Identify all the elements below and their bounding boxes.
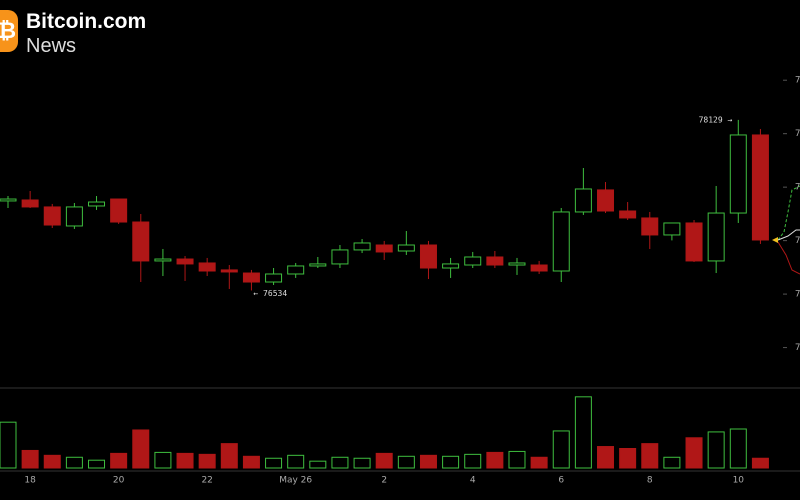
candle-body (597, 189, 615, 212)
x-tick-label: 10 (733, 476, 745, 486)
candle-body (331, 249, 349, 265)
candle-body (641, 217, 659, 236)
x-tick-label: 18 (24, 476, 36, 486)
candle-body (110, 198, 128, 223)
candle-body (508, 262, 526, 266)
x-tick-label: 8 (647, 476, 653, 486)
indicator-line (777, 241, 800, 275)
brand-name: Bitcoin.com (26, 10, 147, 33)
volume-bar (508, 450, 526, 469)
indicator-line (777, 185, 800, 241)
candle-body (309, 263, 327, 267)
volume-bar (619, 448, 637, 469)
y-tick-label: 76000 (795, 343, 800, 353)
candle-body (198, 262, 216, 272)
candle-body (132, 221, 150, 262)
candle-body (397, 244, 415, 252)
brand-icon: ₿ (0, 10, 18, 52)
candle-body (88, 201, 106, 207)
candle-body (552, 211, 570, 272)
x-tick-label: May 26 (279, 476, 312, 486)
candle-body (464, 256, 482, 266)
volume-bar (486, 451, 504, 469)
candle-body (43, 206, 61, 226)
candle-body (574, 188, 592, 213)
y-tick-label: 78000 (795, 129, 800, 139)
volume-bar (88, 459, 106, 469)
brand-logo: ₿ Bitcoin.com News (0, 10, 146, 58)
volume-bar (641, 443, 659, 469)
y-tick-label: 77000 (795, 236, 800, 246)
candle-body (154, 258, 172, 262)
volume-bar (198, 453, 216, 469)
volume-bar (707, 431, 725, 469)
candle-body (486, 256, 504, 266)
volume-bar (287, 454, 305, 469)
candle-body (375, 244, 393, 253)
candle-body (353, 242, 371, 251)
volume-bar (0, 421, 17, 469)
volume-bar (574, 396, 592, 469)
candle-body (751, 134, 769, 241)
x-tick-label: 6 (558, 476, 564, 486)
y-tick-label: 77500 (795, 183, 800, 193)
volume-bar (242, 455, 260, 469)
candle-body (442, 263, 460, 269)
candle-body (685, 222, 703, 262)
x-tick-label: 22 (201, 476, 212, 486)
candle-body (220, 269, 238, 273)
candle-body (265, 273, 283, 283)
volume-bar (21, 449, 39, 469)
volume-bar (176, 452, 194, 469)
candle-body (619, 210, 637, 219)
candle-body (530, 264, 548, 272)
candle-body (242, 272, 260, 283)
volume-bar (43, 454, 61, 469)
volume-bar (154, 451, 172, 469)
y-tick-label: 76500 (795, 290, 800, 300)
brand-sub: News (26, 35, 77, 57)
volume-bar (530, 456, 548, 469)
volume-bar (597, 446, 615, 469)
candle-body (663, 222, 681, 236)
volume-bar (375, 452, 393, 469)
annotation: 78129 → (699, 115, 733, 124)
volume-bar (685, 437, 703, 469)
volume-bar (309, 460, 327, 469)
indicator-line (777, 229, 800, 241)
candle-body (176, 258, 194, 265)
volume-bar (419, 454, 437, 469)
annotation: ← 76534 (253, 289, 287, 298)
volume-bar (265, 457, 283, 469)
candle-body (287, 265, 305, 275)
volume-bar (442, 455, 460, 469)
volume-bar (110, 452, 128, 469)
candle-body (729, 134, 747, 214)
y-tick-label: 78500 (795, 76, 800, 86)
price-marker (772, 237, 778, 243)
candle-body (707, 212, 725, 262)
volume-bar (663, 456, 681, 469)
volume-bar (353, 457, 371, 469)
volume-bar (331, 456, 349, 469)
volume-bar (464, 453, 482, 469)
volume-bar (220, 443, 238, 469)
x-tick-label: 2 (381, 476, 387, 486)
volume-bar (65, 456, 83, 469)
x-tick-label: 4 (470, 476, 476, 486)
candle-body (0, 198, 17, 202)
volume-bar (132, 429, 150, 469)
volume-bar (552, 430, 570, 469)
candle-body (65, 206, 83, 227)
volume-bar (729, 428, 747, 469)
volume-bar (397, 455, 415, 469)
x-tick-label: 20 (113, 476, 125, 486)
volume-bar (751, 457, 769, 469)
candle-body (419, 244, 437, 269)
candle-body (21, 199, 39, 208)
